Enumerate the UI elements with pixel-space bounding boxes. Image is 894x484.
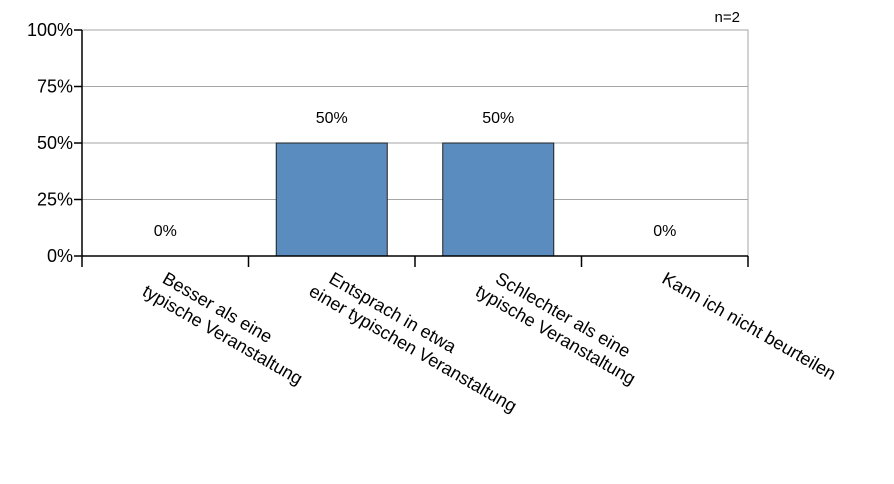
bar-value-label: 50% [482,110,514,127]
x-category-label-line: Kann ich nicht beurteilen [659,268,840,384]
y-tick-label: 50% [37,133,73,153]
bar-value-label: 0% [154,223,177,240]
x-category-label: Besser als einetypische Veranstaltung [139,263,316,389]
y-tick-label: 25% [37,190,73,210]
x-category-label-line: typische Veranstaltung [139,281,306,389]
y-tick-label: 0% [47,246,73,266]
x-category-label: Kann ich nicht beurteilen [659,268,840,384]
sample-size-label: n=2 [715,9,740,26]
bar [275,142,388,257]
bar-value-label: 0% [653,223,676,240]
y-tick-label: 100% [27,20,73,40]
x-category-label: Schlechter als einetypische Veranstaltun… [472,263,649,389]
y-tick-label: 75% [37,77,73,97]
bar-value-label: 50% [316,110,348,127]
bar [442,142,555,257]
